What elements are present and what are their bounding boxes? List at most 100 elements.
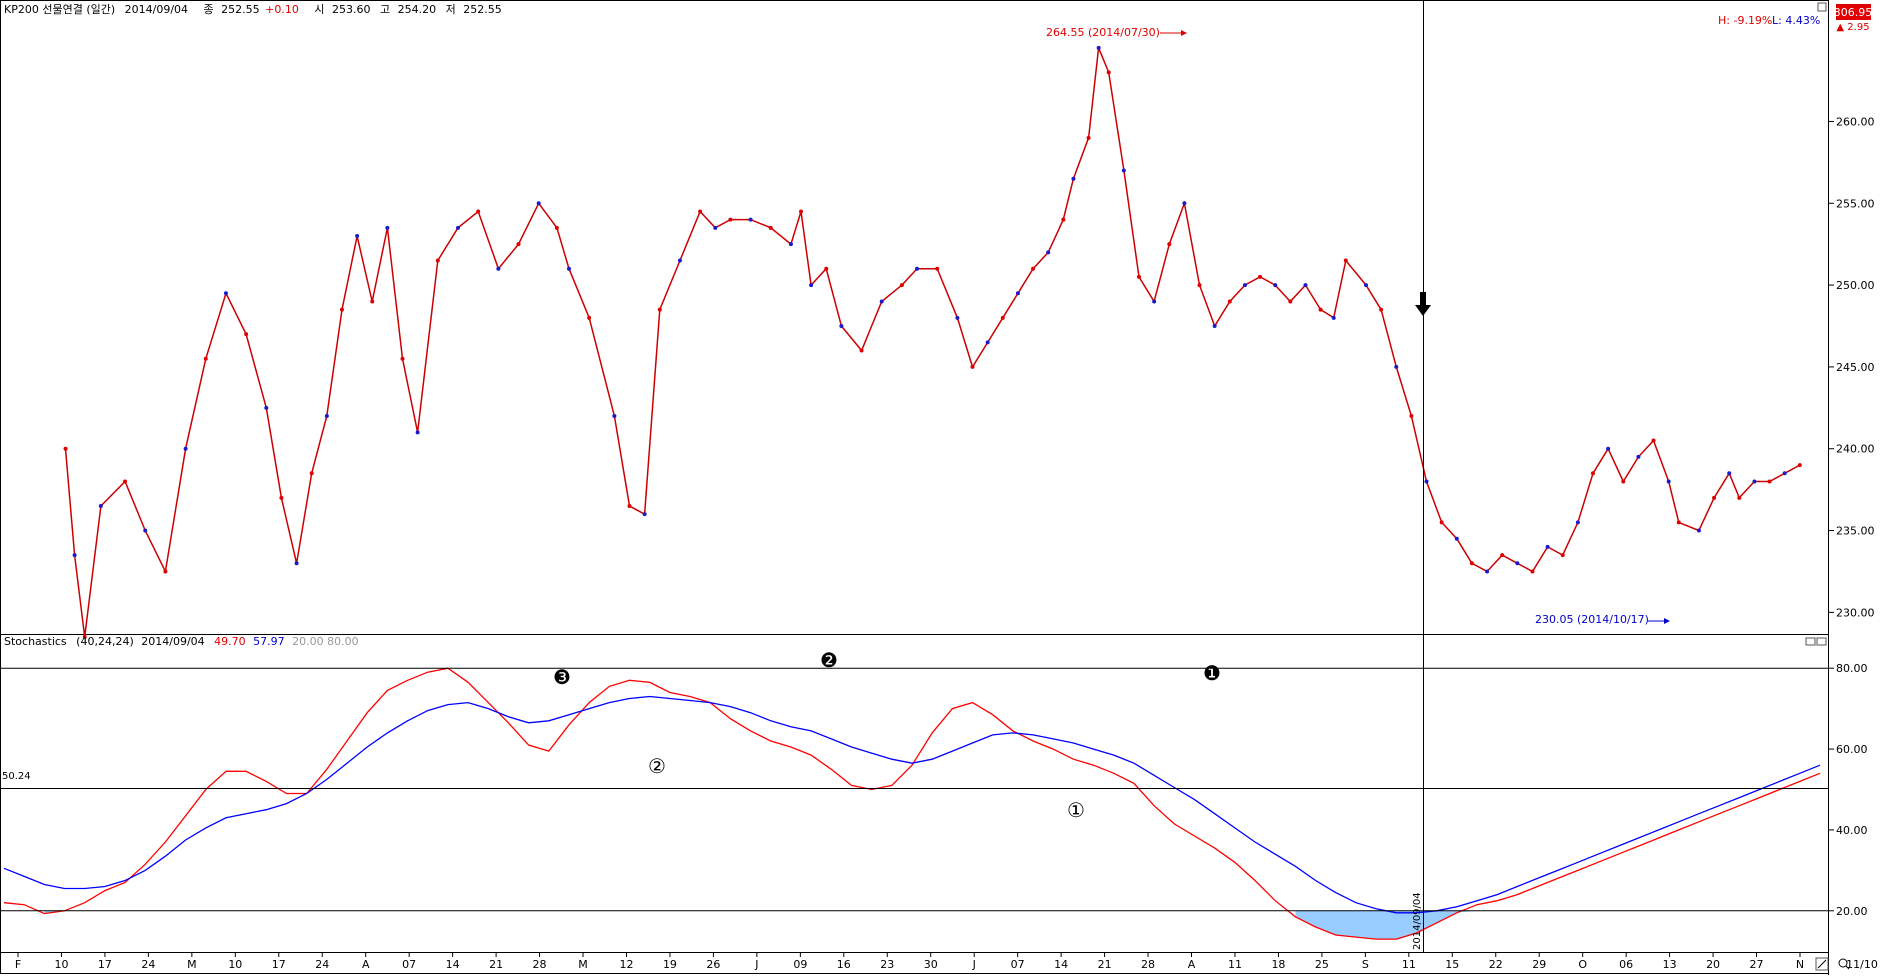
price-point bbox=[970, 364, 975, 369]
price-point bbox=[223, 291, 228, 296]
stoch-header: Stochastics (40,24,24) 2014/09/04 49.70 … bbox=[4, 635, 359, 648]
price-point bbox=[839, 324, 844, 328]
x-tick-label: 24 bbox=[315, 958, 329, 971]
change-value: +0.10 bbox=[265, 3, 299, 16]
stoch-y-tick-label: 80.00 bbox=[1836, 662, 1868, 675]
x-tick-label: 13 bbox=[1663, 958, 1677, 971]
x-tick-label: 27 bbox=[1750, 958, 1764, 971]
price-point bbox=[72, 553, 77, 558]
draw-tool-glyph bbox=[1817, 959, 1827, 969]
price-point bbox=[1767, 479, 1772, 484]
axis-badge bbox=[1836, 4, 1871, 20]
x-tick-label: J bbox=[754, 958, 758, 971]
stoch-params: (40,24,24) bbox=[76, 635, 134, 648]
price-point bbox=[879, 299, 884, 304]
panel-close-icon[interactable] bbox=[1817, 2, 1827, 12]
price-point bbox=[728, 217, 733, 222]
chart-frame bbox=[0, 0, 1829, 974]
stoch-maximize-icon[interactable] bbox=[1816, 637, 1827, 646]
x-tick-label: 12 bbox=[619, 958, 633, 971]
x-tick-label: M bbox=[578, 958, 588, 971]
x-tick-label: N bbox=[1796, 958, 1804, 971]
price-point bbox=[748, 217, 753, 222]
x-tick-label: 24 bbox=[141, 958, 155, 971]
stoch-y-tick-label: 40.00 bbox=[1836, 824, 1868, 837]
price-y-tick-label: 245.00 bbox=[1836, 361, 1875, 374]
price-point bbox=[1696, 528, 1701, 533]
x-tick-label: 15 bbox=[1445, 958, 1459, 971]
stoch-levels: 20.00 80.00 bbox=[292, 635, 358, 648]
x-tick-label: 19 bbox=[663, 958, 677, 971]
marker-1-filled: ❶ bbox=[1203, 661, 1221, 685]
stoch-minimize-icon[interactable] bbox=[1805, 637, 1816, 646]
stoch-line-d bbox=[3, 695, 1821, 914]
price-point bbox=[1379, 307, 1384, 312]
price-point bbox=[859, 348, 864, 353]
price-point bbox=[1409, 414, 1414, 418]
price-point bbox=[143, 528, 148, 533]
price-point bbox=[1015, 291, 1020, 296]
price-point bbox=[163, 569, 168, 574]
price-point bbox=[1273, 283, 1278, 288]
x-tick-label: A bbox=[1188, 958, 1196, 971]
price-point bbox=[1676, 520, 1681, 525]
price-point bbox=[1469, 561, 1474, 566]
price-point bbox=[1031, 266, 1036, 271]
price-point bbox=[244, 332, 249, 337]
price-point bbox=[915, 266, 920, 271]
price-point bbox=[985, 340, 990, 345]
x-tick-label: 17 bbox=[98, 958, 112, 971]
x-axis: F 10 17 24 M 10 17 24 A 07 14 21 28 M 12 19 26 J 09 16 23 30 J… bbox=[15, 952, 1804, 971]
x-tick-label: F bbox=[15, 958, 21, 971]
hl-high: H: -9.19% bbox=[1718, 14, 1772, 27]
close-label: 종 bbox=[204, 3, 214, 16]
price-point bbox=[809, 283, 814, 288]
open-value: 253.60 bbox=[332, 3, 371, 16]
price-point bbox=[1606, 446, 1611, 451]
marker-2-filled: ❷ bbox=[820, 648, 838, 672]
x-last-label: 11/10 bbox=[1846, 958, 1878, 971]
zoom-icon[interactable] bbox=[1838, 958, 1848, 968]
price-point bbox=[1152, 299, 1157, 304]
price-point bbox=[1086, 135, 1091, 140]
price-point bbox=[1515, 561, 1520, 566]
axis-badge-sub: ▲ 2.95 bbox=[1836, 22, 1869, 33]
stoch-d-value: 57.97 bbox=[253, 635, 285, 648]
price-point bbox=[1288, 299, 1293, 304]
price-y-tick-label: 250.00 bbox=[1836, 279, 1875, 292]
stoch-series bbox=[3, 667, 1821, 940]
price-point bbox=[1424, 479, 1429, 484]
x-tick-label: 11 bbox=[1228, 958, 1242, 971]
x-tick-label: M bbox=[187, 958, 197, 971]
price-point bbox=[415, 430, 420, 435]
x-tick-label: 09 bbox=[793, 958, 807, 971]
price-point bbox=[456, 225, 460, 230]
price-point bbox=[677, 258, 682, 263]
marker-1: ① bbox=[1067, 798, 1085, 822]
price-point bbox=[788, 242, 793, 247]
stoch-y-tick-label: 60.00 bbox=[1836, 743, 1868, 756]
price-point bbox=[1343, 258, 1348, 263]
open-label: 시 bbox=[314, 3, 324, 16]
stoch-y-tick-label: 20.00 bbox=[1836, 905, 1868, 918]
price-point bbox=[566, 266, 571, 271]
low-label: 저 bbox=[446, 3, 456, 16]
price-point bbox=[1575, 520, 1580, 525]
x-tick-label: 22 bbox=[1489, 958, 1503, 971]
price-point bbox=[183, 446, 188, 451]
price-point bbox=[1500, 553, 1505, 558]
price-point bbox=[1797, 463, 1802, 468]
price-point bbox=[1394, 364, 1399, 369]
stoch-y-axis: 20.00 40.00 60.00 80.00 bbox=[0, 662, 1868, 918]
x-tick-label: 14 bbox=[1054, 958, 1068, 971]
x-tick-label: 11 bbox=[1402, 958, 1416, 971]
price-point bbox=[339, 307, 344, 312]
level-label: 50.24 bbox=[2, 771, 31, 782]
price-point bbox=[1530, 569, 1535, 574]
price-point bbox=[1454, 536, 1459, 541]
x-tick-label: 16 bbox=[837, 958, 851, 971]
price-point bbox=[1121, 168, 1126, 173]
price-point bbox=[1331, 315, 1336, 320]
price-point bbox=[279, 495, 284, 500]
x-tick-label: 10 bbox=[54, 958, 68, 971]
